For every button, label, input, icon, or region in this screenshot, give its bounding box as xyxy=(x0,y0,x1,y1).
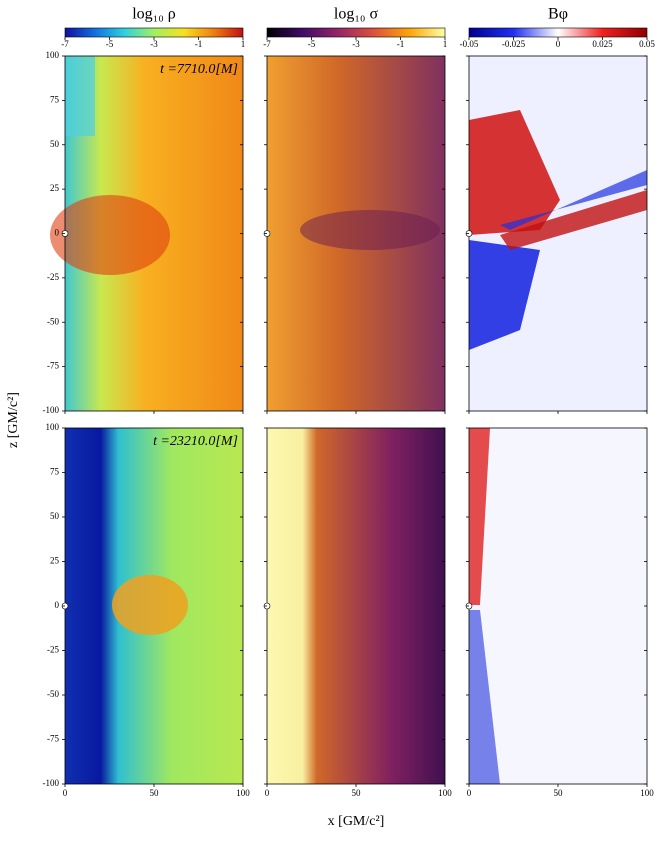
colorbar-tick-label: 0.05 xyxy=(639,39,655,49)
colorbar-tick-label: 0 xyxy=(556,39,561,49)
time-annotation: t =23210.0[M] xyxy=(153,434,238,449)
y-tick-label: 25 xyxy=(50,183,60,193)
colorbar-tick-label: 0.025 xyxy=(592,39,613,49)
x-tick-label: 0 xyxy=(63,788,68,798)
colorbar-tick-label: -1 xyxy=(397,39,405,49)
colorbar-tick-label: -7 xyxy=(61,39,69,49)
y-tick-label: -25 xyxy=(47,272,59,282)
y-tick-label: 100 xyxy=(46,50,60,60)
colorbar-tick-label: -3 xyxy=(352,39,360,49)
colorbar-title: log₁₀ σ xyxy=(334,6,379,23)
colorbar-tick-label: -5 xyxy=(308,39,316,49)
colorbar-tick-label: -1 xyxy=(195,39,203,49)
y-tick-label: -25 xyxy=(47,645,59,655)
y-tick-label: -100 xyxy=(43,405,60,415)
x-tick-label: 0 xyxy=(265,788,270,798)
time-annotation: t =7710.0[M] xyxy=(160,62,238,77)
x-tick-label: 50 xyxy=(150,788,160,798)
x-tick-label: 100 xyxy=(640,788,654,798)
colorbar-tick-label: -7 xyxy=(263,39,271,49)
y-tick-label: 50 xyxy=(50,139,60,149)
x-axis-label: x [GM/c²] xyxy=(328,814,385,829)
colorbar xyxy=(64,27,244,38)
colorbar-tick-label: -5 xyxy=(106,39,114,49)
colorbar-tick-label: -0.05 xyxy=(460,39,479,49)
y-tick-label: -100 xyxy=(43,778,60,788)
y-tick-label: 0 xyxy=(55,228,60,238)
y-tick-label: 50 xyxy=(50,511,60,521)
x-tick-label: 50 xyxy=(352,788,362,798)
x-tick-label: 100 xyxy=(236,788,250,798)
colorbar xyxy=(266,27,446,38)
colorbar-title: Bφ xyxy=(548,6,568,23)
y-tick-label: -50 xyxy=(47,689,59,699)
colorbar-tick-label: 1 xyxy=(241,39,246,49)
y-axis-label: z [GM/c²] xyxy=(6,392,21,448)
x-tick-label: 0 xyxy=(467,788,472,798)
x-tick-label: 100 xyxy=(438,788,452,798)
colorbar-title: log₁₀ ρ xyxy=(132,6,176,23)
y-tick-label: 0 xyxy=(55,600,60,610)
colorbar-tick-label: -0.025 xyxy=(502,39,526,49)
colorbar-tick-label: 1 xyxy=(443,39,448,49)
colorbar-tick-label: -3 xyxy=(150,39,158,49)
x-tick-label: 50 xyxy=(554,788,564,798)
colorbar xyxy=(468,27,648,38)
y-tick-label: 75 xyxy=(50,467,60,477)
y-tick-label: -75 xyxy=(47,734,59,744)
y-tick-label: -75 xyxy=(47,361,59,371)
y-tick-label: 100 xyxy=(46,422,60,432)
y-tick-label: 25 xyxy=(50,556,60,566)
y-tick-label: -50 xyxy=(47,316,59,326)
y-tick-label: 75 xyxy=(50,94,60,104)
